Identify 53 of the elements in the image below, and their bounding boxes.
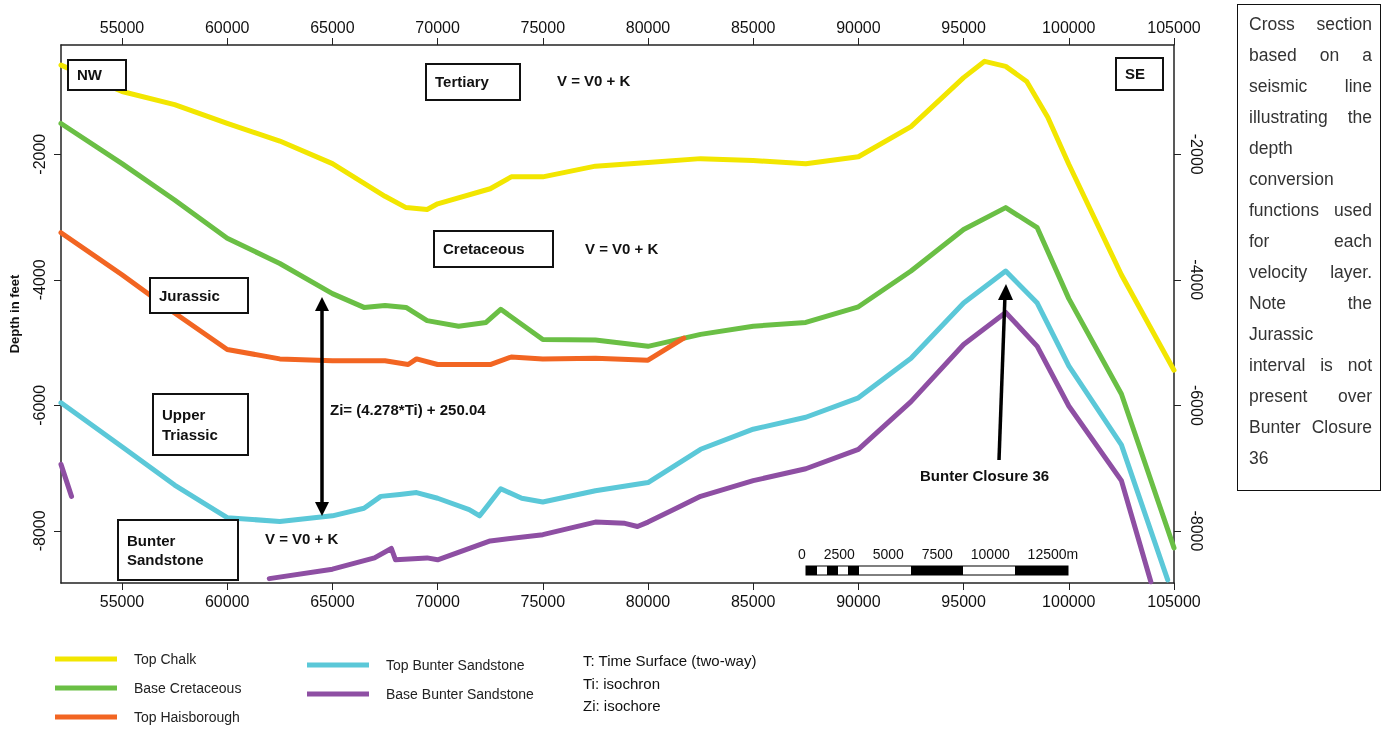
y2-tick-label: -8000 [1187, 510, 1205, 552]
annotation: Bunter Closure 36 [920, 466, 1050, 486]
legend-label: Top Haisborough [134, 709, 240, 725]
x2-tick-label: 95000 [941, 18, 986, 36]
x2-tick-label: 85000 [730, 18, 776, 36]
annotation: V = V0 + K [557, 71, 631, 91]
x2-tick-label: 105000 [1147, 18, 1201, 36]
x-tick-label: 90000 [836, 592, 881, 610]
x2-tick-label: 80000 [625, 18, 671, 36]
y-tick-label: -8000 [30, 510, 48, 552]
y-tick-label: -2000 [30, 133, 48, 175]
legend-label: Base Bunter Sandstone [386, 686, 535, 702]
x2-tick-label: 100000 [1042, 18, 1096, 36]
annotation: Upper Triassic [152, 393, 249, 456]
legend-label: Top Chalk [134, 651, 198, 667]
x2-tick-label: 70000 [415, 18, 460, 36]
x-tick-label: 75000 [520, 592, 566, 610]
text: T: Time Surface (two-way) [583, 651, 757, 671]
annotation: Bunter Sandstone [117, 519, 239, 581]
text: Zi: isochore [583, 696, 661, 716]
annotation: V = V0 + K [585, 239, 659, 259]
annotation: Jurassic [149, 277, 249, 314]
x-tick-label: 100000 [1042, 592, 1096, 610]
y2-tick-label: -6000 [1187, 384, 1205, 426]
text: Cross section based on a seismic line illustrating the depth conversion functions used for each velocity layer. Note the Jurassic interval is not present over Bunter Closure 36 [1249, 14, 1372, 468]
annotation: SE [1115, 57, 1164, 91]
x-tick-label: 70000 [415, 592, 460, 610]
annotation: Tertiary [425, 63, 521, 101]
annotation: Zi= (4.278*Ti) + 250.04 [330, 400, 486, 420]
x2-tick-label: 75000 [520, 18, 566, 36]
annotation: Cretaceous [433, 230, 554, 268]
x-tick-label: 105000 [1147, 592, 1201, 610]
annotation: NW [67, 59, 127, 91]
annotation: V = V0 + K [265, 529, 339, 549]
x-tick-label: 65000 [310, 592, 355, 610]
x2-tick-label: 65000 [310, 18, 355, 36]
x2-tick-label: 60000 [204, 18, 250, 36]
x-tick-label: 85000 [730, 592, 776, 610]
y-axis-title: Depth in feet [7, 273, 22, 354]
x-tick-label: 55000 [99, 592, 145, 610]
legend-label: Base Cretaceous [134, 680, 242, 696]
text: Ti: isochron [583, 674, 660, 694]
y2-tick-label: -2000 [1187, 133, 1205, 175]
y-tick-label: -6000 [30, 384, 48, 426]
annotation: 0 2500 5000 7500 10000 12500m [798, 545, 1079, 564]
y-tick-label: -4000 [30, 259, 48, 301]
x-tick-label: 60000 [204, 592, 250, 610]
x2-tick-label: 90000 [836, 18, 881, 36]
x2-tick-label: 55000 [99, 18, 145, 36]
x-tick-label: 80000 [625, 592, 671, 610]
y2-tick-label: -4000 [1187, 259, 1205, 301]
legend-label: Top Bunter Sandstone [386, 657, 525, 673]
x-tick-label: 95000 [941, 592, 986, 610]
